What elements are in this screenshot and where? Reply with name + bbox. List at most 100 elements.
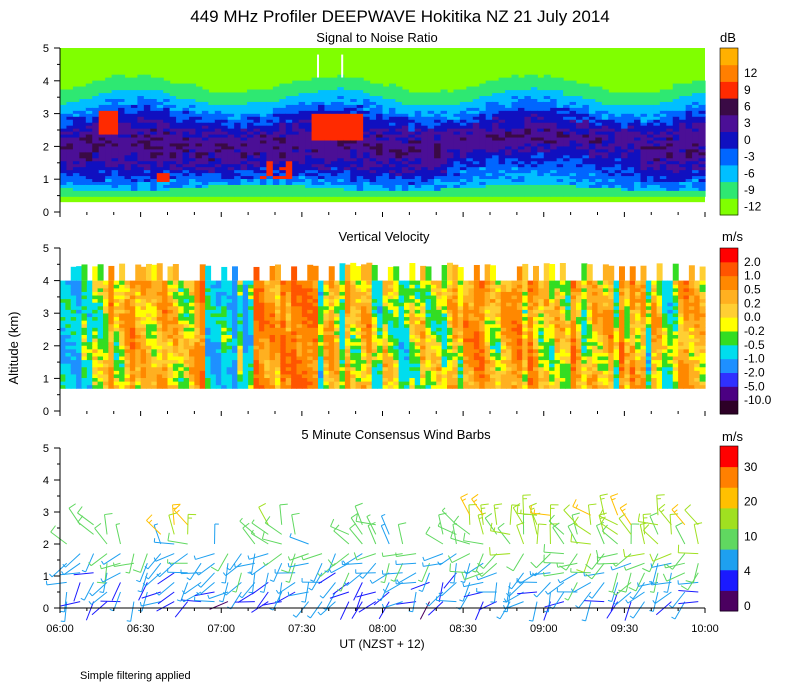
velocity-cell [522, 370, 529, 375]
velocity-cell [248, 320, 255, 325]
velocity-cell [162, 302, 169, 307]
snr-cell [453, 131, 461, 135]
velocity-cell [527, 327, 534, 332]
velocity-cell [328, 323, 335, 328]
velocity-cell [226, 298, 233, 303]
velocity-cell [393, 312, 400, 318]
velocity-cell [592, 320, 599, 325]
velocity-cell [97, 384, 104, 389]
velocity-cell [538, 320, 545, 325]
velocity-cell [484, 377, 491, 382]
snr-cell [653, 113, 661, 117]
velocity-cell [76, 287, 83, 292]
velocity-cell [468, 323, 475, 328]
velocity-cell [608, 316, 615, 321]
velocity-cell [554, 280, 561, 285]
velocity-cell [613, 330, 620, 335]
velocity-cell [280, 323, 287, 328]
snr-cell [176, 122, 184, 129]
velocity-cell [76, 302, 83, 307]
snr-cell [253, 133, 261, 153]
snr-cell [530, 169, 538, 185]
velocity-cell [328, 294, 335, 300]
velocity-cell [522, 327, 529, 332]
snr-cell [169, 142, 177, 147]
velocity-cell [119, 348, 126, 353]
snr-cell [459, 184, 467, 188]
velocity-cell [366, 320, 373, 325]
velocity-cell [522, 305, 529, 310]
velocity-cell [189, 363, 195, 368]
snr-cell [492, 92, 500, 102]
snr-cell [272, 175, 280, 180]
velocity-cell [366, 337, 373, 343]
snr-cell [395, 131, 403, 135]
velocity-cell [167, 323, 174, 328]
velocity-cell [586, 316, 593, 321]
snr-cell [227, 113, 235, 117]
velocity-cell [65, 320, 72, 325]
velocity-cell [527, 298, 534, 303]
velocity-cell [76, 327, 83, 332]
snr-cell [318, 163, 326, 171]
velocity-cell [156, 287, 163, 292]
velocity-cell [463, 334, 470, 339]
velocity-cell [264, 341, 271, 346]
snr-cell [692, 169, 700, 174]
snr-cell [363, 116, 371, 132]
velocity-cell [490, 359, 496, 364]
snr-cell [401, 151, 409, 156]
velocity-cell [387, 348, 394, 353]
velocity-cell [366, 341, 373, 346]
velocity-cell [452, 327, 459, 332]
snr-cell [85, 133, 93, 144]
snr-cell [318, 113, 326, 141]
velocity-cell [463, 302, 470, 307]
velocity-cell [323, 345, 330, 350]
snr-cell [646, 131, 654, 135]
velocity-cell [291, 381, 298, 386]
velocity-cell [328, 355, 335, 361]
velocity-cell [86, 284, 93, 289]
snr-cell [608, 104, 616, 114]
velocity-cell [60, 337, 66, 343]
snr-cell [324, 169, 332, 174]
velocity-cell [296, 377, 303, 382]
velocity-cell [301, 334, 308, 339]
velocity-cell [366, 363, 373, 368]
snr-cell [427, 116, 435, 129]
velocity-cell [318, 352, 324, 357]
snr-cell [189, 178, 197, 188]
velocity-cell [339, 359, 346, 364]
snr-cell [485, 178, 493, 185]
velocity-cell [511, 298, 518, 303]
velocity-cell [581, 294, 588, 300]
snr-cell [530, 98, 538, 111]
velocity-cell [70, 323, 77, 328]
snr-cell [98, 145, 106, 162]
velocity-cell [178, 323, 185, 328]
velocity-cell [635, 316, 642, 321]
snr-cell [221, 178, 229, 183]
snr-cell [627, 190, 635, 197]
velocity-cell [506, 370, 513, 375]
snr-cell [388, 166, 396, 171]
snr-cell [621, 169, 629, 174]
velocity-cell [76, 294, 83, 300]
velocity-cell [516, 280, 523, 285]
velocity-cell [221, 366, 228, 371]
velocity-cell [629, 266, 636, 281]
snr-cell [563, 110, 571, 114]
velocity-cell [484, 381, 491, 386]
snr-cell [466, 122, 474, 129]
velocity-cell [570, 337, 577, 343]
velocity-cell [210, 355, 217, 361]
snr-cell [550, 169, 558, 174]
snr-cell [247, 181, 255, 185]
velocity-cell [629, 373, 636, 379]
snr-cell [343, 104, 351, 108]
snr-cell [621, 157, 629, 171]
snr-cell [343, 184, 351, 191]
velocity-cell [500, 370, 507, 375]
snr-cell [672, 160, 680, 165]
